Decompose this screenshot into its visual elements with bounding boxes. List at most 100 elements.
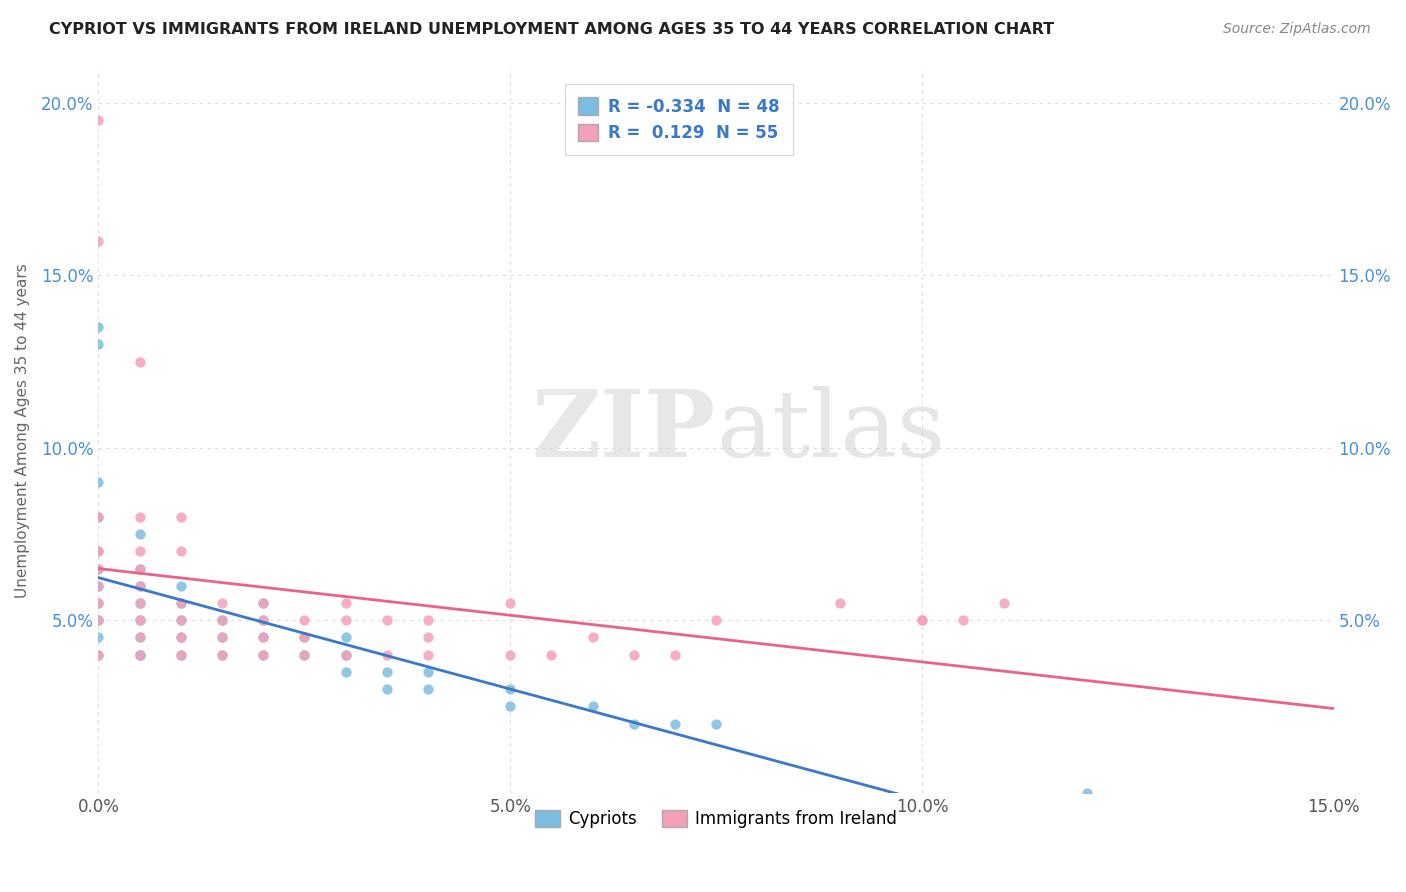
Point [87,631,110,645]
Point [540,648,562,662]
Point [704,716,727,731]
Point [993,596,1015,610]
Point [292,631,315,645]
Point [170,631,193,645]
Point [292,613,315,627]
Y-axis label: Unemployment Among Ages 35 to 44 years: Unemployment Among Ages 35 to 44 years [15,263,30,598]
Point [87,596,110,610]
Point [128,561,150,575]
Point [252,631,274,645]
Point [87,509,110,524]
Point [87,613,110,627]
Point [499,648,522,662]
Text: atlas: atlas [716,385,945,475]
Point [828,596,851,610]
Point [128,579,150,593]
Point [128,613,150,627]
Point [499,596,522,610]
Point [211,648,233,662]
Point [87,596,110,610]
Point [335,631,357,645]
Point [170,648,193,662]
Point [87,509,110,524]
Point [211,648,233,662]
Point [292,631,315,645]
Point [128,613,150,627]
Point [416,613,439,627]
Point [170,596,193,610]
Text: Source: ZipAtlas.com: Source: ZipAtlas.com [1223,22,1371,37]
Point [87,579,110,593]
Point [170,613,193,627]
Point [252,631,274,645]
Point [252,596,274,610]
Point [128,631,150,645]
Point [664,716,686,731]
Point [335,648,357,662]
Point [170,509,193,524]
Point [128,596,150,610]
Point [623,716,645,731]
Point [87,544,110,558]
Point [416,682,439,697]
Point [128,354,150,368]
Point [170,544,193,558]
Point [87,475,110,490]
Point [128,544,150,558]
Point [623,648,645,662]
Point [170,596,193,610]
Point [704,613,727,627]
Point [375,665,398,679]
Point [499,682,522,697]
Point [416,631,439,645]
Point [87,561,110,575]
Point [87,320,110,334]
Point [170,648,193,662]
Point [128,648,150,662]
Point [128,648,150,662]
Point [87,337,110,351]
Point [335,613,357,627]
Point [375,613,398,627]
Point [416,665,439,679]
Point [87,579,110,593]
Point [170,631,193,645]
Point [87,234,110,248]
Point [335,648,357,662]
Point [581,631,603,645]
Point [87,561,110,575]
Legend: Cypriots, Immigrants from Ireland: Cypriots, Immigrants from Ireland [529,804,904,835]
Point [87,648,110,662]
Point [292,648,315,662]
Point [211,613,233,627]
Point [911,613,934,627]
Point [128,509,150,524]
Point [128,648,150,662]
Point [335,665,357,679]
Point [211,631,233,645]
Point [292,648,315,662]
Point [252,613,274,627]
Point [211,631,233,645]
Point [170,579,193,593]
Point [87,113,110,128]
Point [416,648,439,662]
Point [128,527,150,541]
Point [375,648,398,662]
Point [170,613,193,627]
Point [375,682,398,697]
Point [87,544,110,558]
Point [1076,786,1098,800]
Point [128,631,150,645]
Point [335,596,357,610]
Point [581,699,603,714]
Point [87,613,110,627]
Point [211,596,233,610]
Point [87,613,110,627]
Point [252,596,274,610]
Point [911,613,934,627]
Point [211,613,233,627]
Point [128,579,150,593]
Point [252,648,274,662]
Point [128,561,150,575]
